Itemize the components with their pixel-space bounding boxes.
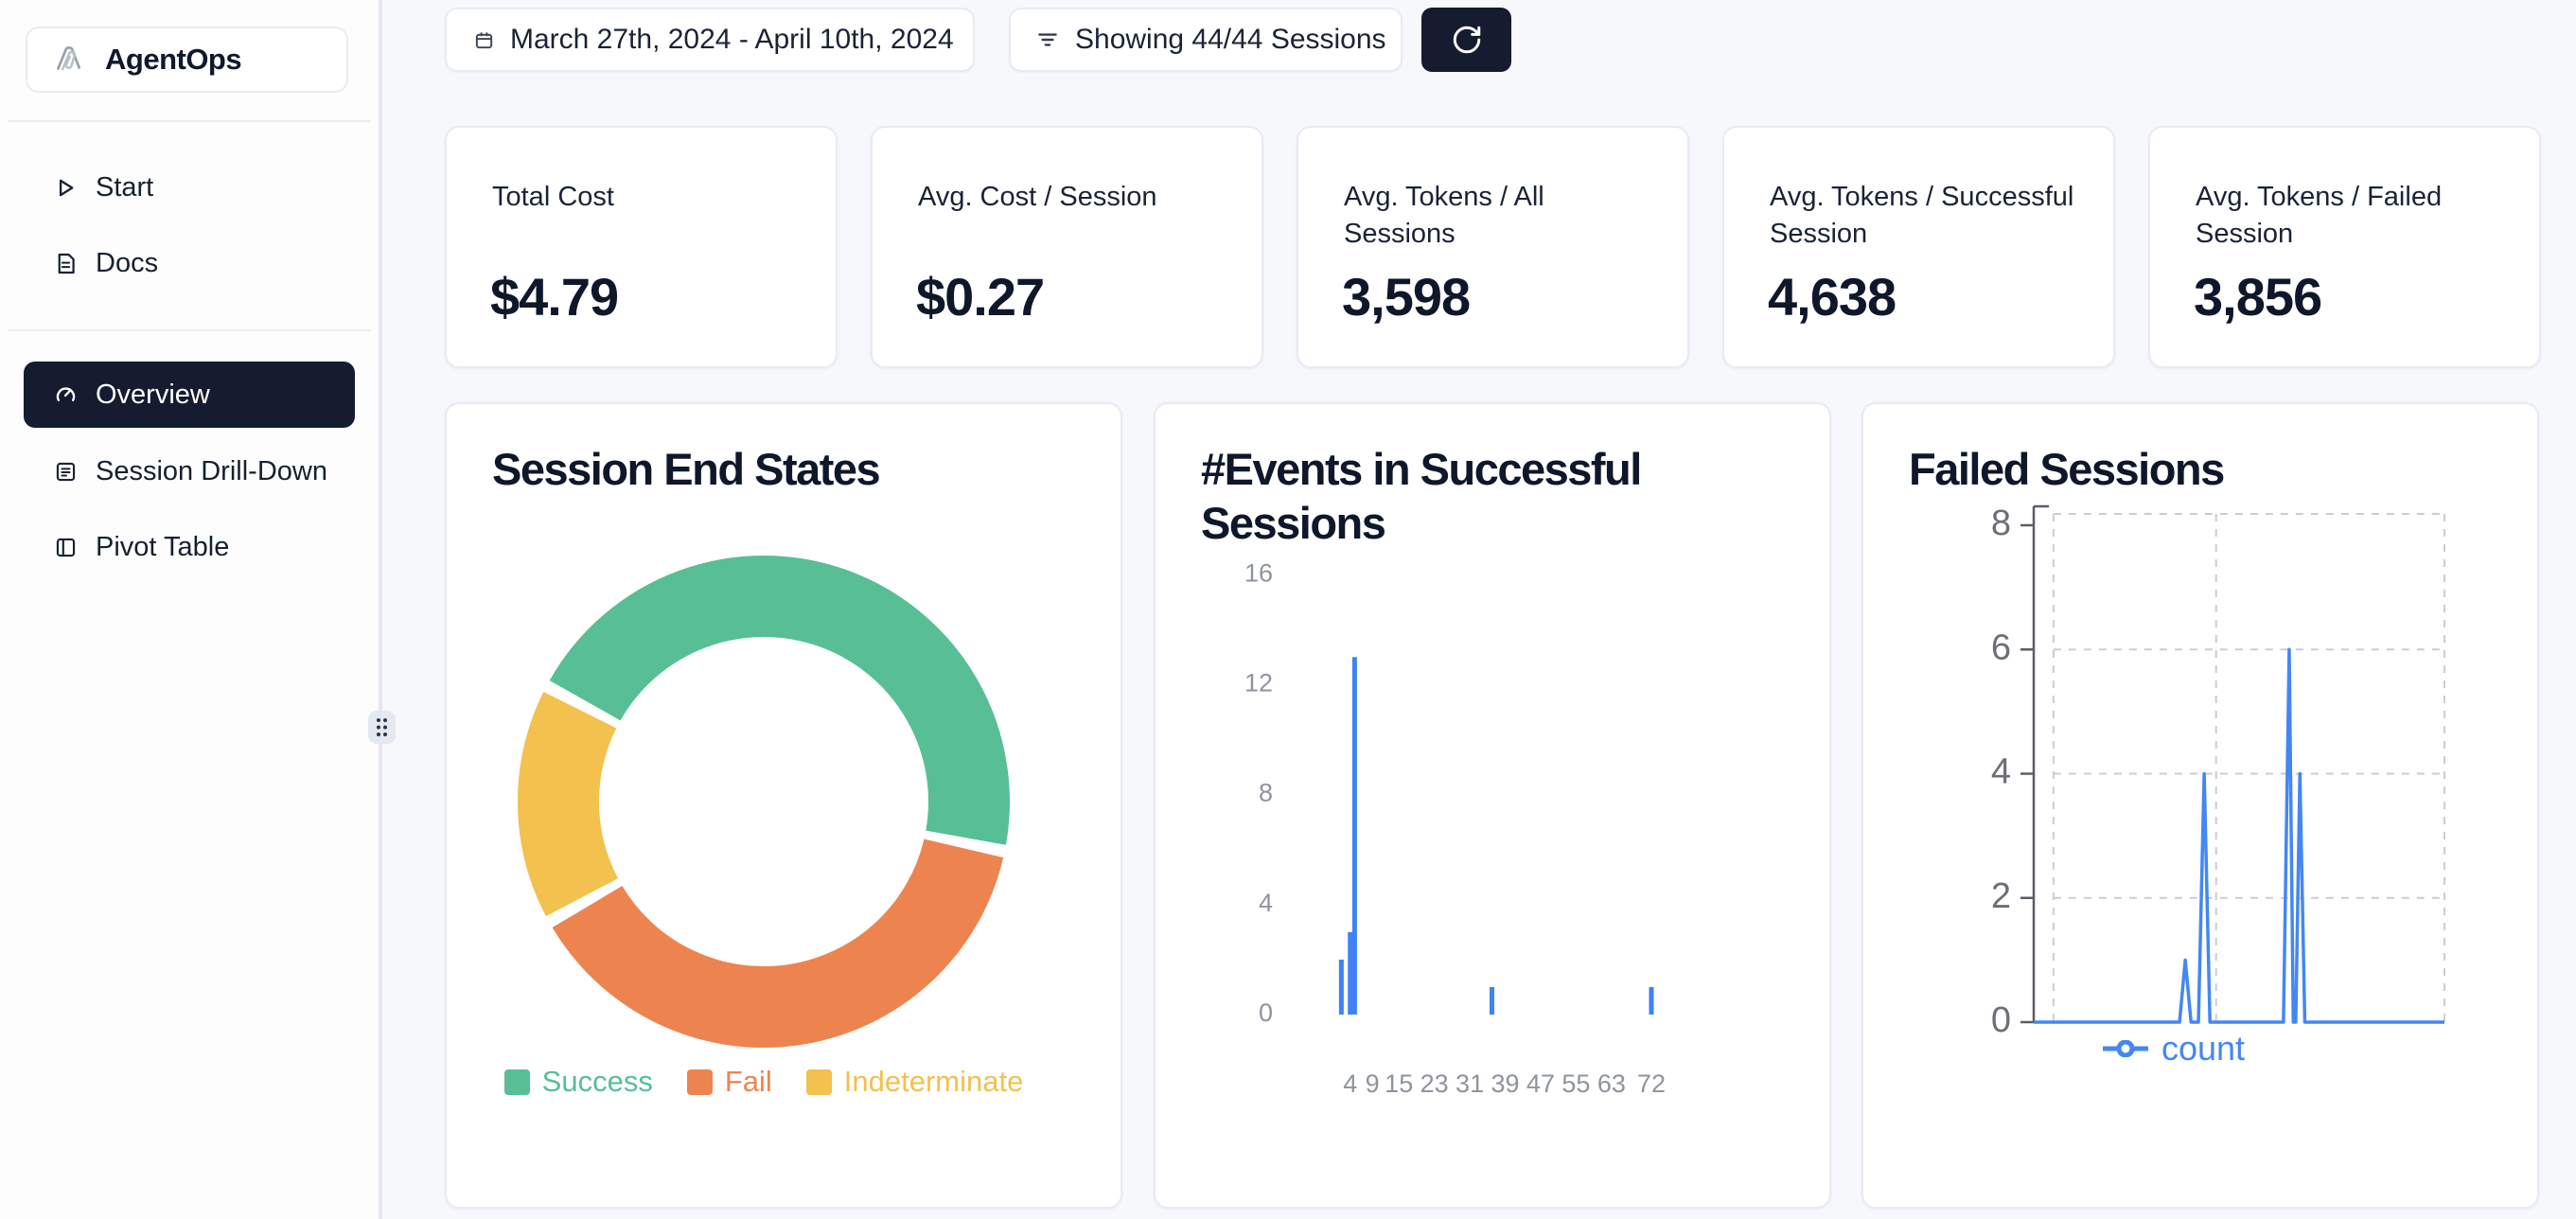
- sidebar-item-docs[interactable]: Docs: [24, 230, 355, 296]
- events-in-successful-sessions-card: #Events in Successful Sessions 0 4 8 12 16 4 9…: [1154, 402, 1831, 1209]
- svg-text:4: 4: [1259, 889, 1273, 917]
- svg-text:6: 6: [1991, 627, 2011, 667]
- stat-label: Total Cost: [492, 182, 614, 212]
- svg-text:0: 0: [1259, 998, 1273, 1027]
- refresh-button[interactable]: [1421, 8, 1511, 72]
- sidebar-divider-bottom: [8, 329, 371, 331]
- svg-text:16: 16: [1244, 558, 1273, 587]
- svg-text:12: 12: [1244, 669, 1273, 698]
- sidebar-item-label: Start: [96, 171, 154, 203]
- sidebar-drag-handle[interactable]: [368, 711, 396, 744]
- svg-text:55: 55: [1561, 1069, 1590, 1098]
- svg-text:4: 4: [1991, 752, 2011, 792]
- count-legend[interactable]: count: [1958, 1029, 2390, 1069]
- success-swatch: [503, 1069, 530, 1095]
- stat-value: 3,856: [2194, 267, 2322, 327]
- legend-item-indeterminate[interactable]: Indeterminate: [805, 1065, 1024, 1099]
- stat-value: $0.27: [916, 267, 1045, 327]
- play-icon: [59, 179, 74, 196]
- stat-value: 4,638: [1768, 267, 1897, 327]
- svg-text:8: 8: [1991, 504, 2011, 543]
- legend-label: Fail: [724, 1065, 772, 1098]
- stat-card-total-cost: Total Cost $4.79: [445, 126, 838, 368]
- calendar-icon: [475, 31, 493, 48]
- refresh-icon: [1453, 26, 1480, 54]
- date-range-label: March 27th, 2024 - April 10th, 2024: [510, 24, 954, 55]
- session-end-states-donut-chart[interactable]: [447, 404, 1124, 1210]
- stat-card-avg-tokens-all: Avg. Tokens / All Sessions 3,598: [1297, 126, 1689, 368]
- line-marker-icon: [2102, 1040, 2148, 1057]
- svg-text:15: 15: [1385, 1069, 1413, 1098]
- sidebar-item-session-drill-down[interactable]: Session Drill-Down: [24, 438, 355, 504]
- svg-text:31: 31: [1456, 1069, 1484, 1098]
- grip-dots-icon: [377, 718, 387, 736]
- svg-text:9: 9: [1366, 1069, 1380, 1098]
- stat-label: Avg. Tokens / Successful Session: [1770, 182, 2074, 249]
- svg-text:4: 4: [1343, 1069, 1357, 1098]
- sidebar: AgentOps Start Docs Overview Session Dri…: [0, 0, 379, 1219]
- indeterminate-swatch: [805, 1069, 832, 1095]
- agentops-logo-icon: [57, 46, 80, 71]
- session-end-states-card: Session End States Success Fail Indeterm…: [445, 402, 1122, 1209]
- stat-card-avg-tokens-failed: Avg. Tokens / Failed Session 3,856: [2148, 126, 2541, 368]
- stat-card-avg-cost-session: Avg. Cost / Session $0.27: [871, 126, 1263, 368]
- sidebar-item-label: Docs: [96, 247, 159, 278]
- failed-sessions-card: Failed Sessions 0 2 4 6 8 count: [1861, 402, 2539, 1209]
- legend-item-fail[interactable]: Fail: [686, 1065, 772, 1099]
- stat-card-avg-tokens-successful: Avg. Tokens / Successful Session 4,638: [1722, 126, 2115, 368]
- legend-label: Success: [541, 1065, 653, 1098]
- sidebar-item-label: Overview: [96, 379, 210, 410]
- failed-sessions-line-chart[interactable]: 0 2 4 6 8: [1863, 404, 2541, 1210]
- svg-text:23: 23: [1420, 1069, 1449, 1098]
- filter-icon: [1038, 33, 1057, 46]
- legend-label: Indeterminate: [843, 1065, 1024, 1098]
- date-range-button[interactable]: March 27th, 2024 - April 10th, 2024: [445, 8, 975, 72]
- stat-value: $4.79: [490, 267, 619, 327]
- stat-label: Avg. Cost / Session: [918, 182, 1157, 212]
- svg-text:39: 39: [1491, 1069, 1519, 1098]
- chart-title: Session End States: [492, 444, 881, 494]
- svg-text:8: 8: [1259, 779, 1273, 807]
- fail-swatch: [686, 1069, 713, 1095]
- svg-text:0: 0: [1991, 1000, 2011, 1040]
- sidebar-resize-divider[interactable]: [379, 0, 382, 1219]
- document-icon: [58, 253, 75, 274]
- chart-title: #Events in Successful Sessions: [1201, 444, 1642, 548]
- app-title: AgentOps: [105, 43, 242, 76]
- svg-text:2: 2: [1991, 876, 2011, 916]
- legend-item-success[interactable]: Success: [503, 1065, 653, 1099]
- count-legend-label: count: [2161, 1029, 2246, 1068]
- sidebar-item-label: Pivot Table: [96, 531, 230, 562]
- sidebar-item-overview[interactable]: Overview: [24, 362, 355, 428]
- stat-label: Avg. Tokens / Failed Session: [2196, 182, 2443, 249]
- logo[interactable]: AgentOps: [26, 26, 348, 93]
- chart-title: Failed Sessions: [1909, 444, 2225, 494]
- sessions-filter-label: Showing 44/44 Sessions: [1075, 24, 1386, 55]
- sidebar-divider-top: [8, 120, 371, 122]
- stat-label: Avg. Tokens / All Sessions: [1344, 182, 1544, 249]
- svg-text:47: 47: [1526, 1069, 1555, 1098]
- stat-value: 3,598: [1342, 267, 1471, 327]
- sidebar-item-label: Session Drill-Down: [96, 455, 327, 486]
- sessions-filter-button[interactable]: Showing 44/44 Sessions: [1009, 8, 1403, 72]
- list-icon: [56, 462, 76, 481]
- svg-text:63: 63: [1597, 1069, 1626, 1098]
- svg-text:72: 72: [1637, 1069, 1666, 1098]
- panel-left-icon: [56, 538, 76, 556]
- gauge-icon: [56, 386, 76, 401]
- donut-legend: Success Fail Indeterminate: [447, 1065, 1081, 1099]
- sidebar-item-start[interactable]: Start: [24, 154, 355, 221]
- sidebar-item-pivot-table[interactable]: Pivot Table: [24, 514, 355, 580]
